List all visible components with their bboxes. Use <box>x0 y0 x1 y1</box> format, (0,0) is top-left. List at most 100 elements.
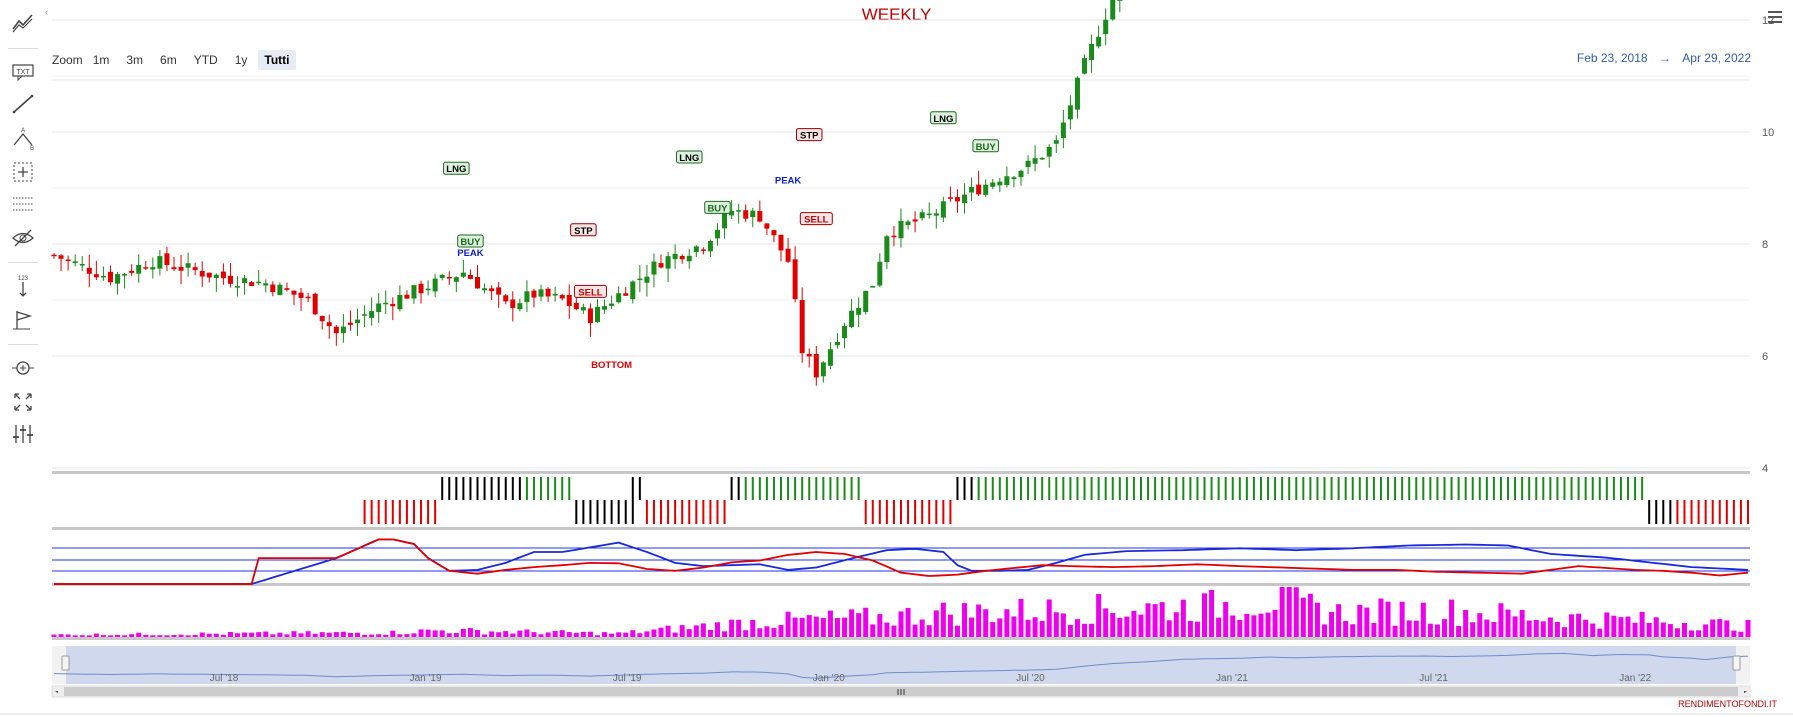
candle-body <box>919 212 925 219</box>
volume-bar <box>1420 602 1426 637</box>
volume-bar <box>1060 613 1066 637</box>
volume-bar <box>1357 604 1363 637</box>
candle-body <box>143 267 149 269</box>
navigator-line <box>53 652 1749 679</box>
candle-body <box>1025 160 1031 167</box>
indicators-icon[interactable] <box>7 418 39 450</box>
zoom-1m-button[interactable]: 1m <box>92 53 110 67</box>
candle-body <box>842 326 848 339</box>
fullscreen-icon[interactable] <box>7 386 39 418</box>
volume-bar <box>623 632 629 637</box>
zoom-in-icon[interactable] <box>7 352 39 384</box>
hide-eye-icon[interactable] <box>7 222 39 254</box>
svg-text:TXT: TXT <box>16 69 30 76</box>
volume-bar <box>566 632 572 637</box>
volume-bar <box>1159 602 1165 637</box>
candle-body <box>347 322 353 325</box>
candle-body <box>157 256 163 269</box>
volume-bar <box>129 634 135 637</box>
volume-bar <box>376 634 382 637</box>
zoom-ytd-button[interactable]: YTD <box>193 53 218 67</box>
navigator-tick-label: Jul '20 <box>1016 673 1045 684</box>
vertical-counter-icon[interactable]: 123 <box>7 270 39 302</box>
candle-body <box>658 263 664 268</box>
candle-body <box>1089 43 1095 60</box>
candle-body <box>58 255 64 259</box>
candle-body <box>806 353 812 357</box>
volume-bar <box>1124 616 1130 637</box>
navigator-tick-label: Jul '21 <box>1419 673 1448 684</box>
watermark: RENDIMENTOFONDI.IT <box>1678 699 1777 709</box>
hamburger-menu-icon[interactable] <box>1766 8 1784 26</box>
volume-bar <box>1103 608 1109 637</box>
volume-bar <box>397 634 403 637</box>
volume-bar <box>1604 612 1610 637</box>
volume-bar <box>729 619 735 637</box>
volume-bar <box>983 609 989 637</box>
collapse-toolbar-icon[interactable]: ‹ <box>45 7 48 17</box>
volume-bar <box>1406 620 1412 637</box>
oscillator-blue-line <box>54 538 1749 585</box>
candle-body <box>446 276 452 279</box>
panel-separator <box>52 583 1750 586</box>
volume-bar <box>185 635 191 637</box>
volume-bar <box>1540 621 1546 637</box>
volume-bar <box>1272 609 1278 637</box>
date-range[interactable]: Feb 23, 2018 → Apr 29, 2022 <box>1573 51 1755 65</box>
volume-bar <box>1194 621 1200 637</box>
volume-bar <box>1082 623 1088 637</box>
candle-body <box>1060 122 1066 139</box>
line-icon[interactable] <box>7 88 39 120</box>
candle-body <box>206 272 212 278</box>
zoom-1y-button[interactable]: 1y <box>234 53 248 67</box>
volume-bar <box>1251 615 1257 637</box>
candle-body <box>425 288 431 291</box>
svg-text:B: B <box>30 146 34 151</box>
horizontal-lines-icon[interactable] <box>7 188 39 220</box>
volume-bar <box>1385 601 1391 637</box>
candle-body <box>86 267 92 274</box>
volume-bar <box>1067 624 1073 637</box>
volume-bar <box>312 633 318 637</box>
panel-separator <box>52 637 1750 640</box>
range-from[interactable]: Feb 23, 2018 <box>1576 51 1648 65</box>
volume-bar <box>503 631 509 637</box>
zoom-3m-button[interactable]: 3m <box>126 53 144 67</box>
volume-bar <box>580 631 586 637</box>
text-annotation-icon[interactable]: TXT <box>7 56 39 88</box>
volume-bar <box>870 624 876 637</box>
volume-bar <box>86 635 92 637</box>
candle-body <box>820 362 826 377</box>
flag-icon[interactable] <box>7 304 39 336</box>
candle-body <box>340 326 346 334</box>
y-tick-label: 10 <box>1762 127 1774 139</box>
volume-bar <box>884 622 890 637</box>
volume-bar <box>665 625 671 637</box>
volume-bar <box>686 629 692 637</box>
volume-bar <box>524 629 530 637</box>
trend-line-icon[interactable] <box>7 6 39 38</box>
y-tick-label: 8 <box>1762 239 1768 251</box>
crosshair-icon[interactable] <box>7 156 39 188</box>
signal-marker-stp: STP <box>800 131 819 142</box>
volume-bar <box>552 630 558 637</box>
candle-body <box>785 248 791 262</box>
candle-body <box>813 353 819 378</box>
volume-bar <box>263 631 269 637</box>
candle-body <box>983 184 989 195</box>
range-to[interactable]: Apr 29, 2022 <box>1682 51 1751 65</box>
volume-bar <box>714 622 720 637</box>
zoom-6m-button[interactable]: 6m <box>160 53 177 67</box>
candle-body <box>587 308 593 324</box>
candle-body <box>517 303 523 310</box>
signal-marker-box <box>573 284 607 298</box>
candle-body <box>411 285 417 299</box>
volume-bar <box>1322 624 1327 637</box>
zoom-all-button[interactable]: Tutti <box>258 50 296 70</box>
volume-bar <box>1456 625 1462 637</box>
scroll-right-arrow <box>1744 691 1747 693</box>
candle-body <box>771 230 777 236</box>
candle-body <box>270 284 276 293</box>
volume-bar <box>559 630 565 637</box>
